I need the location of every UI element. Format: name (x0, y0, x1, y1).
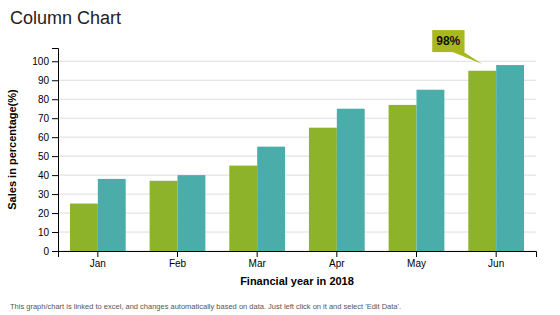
tick-label: Jun (488, 258, 504, 269)
bar (389, 105, 417, 251)
tick-label: 70 (38, 113, 50, 124)
y-axis: 0 10 20 30 40 50 60 70 80 90 100 (32, 49, 58, 257)
bar (496, 65, 524, 251)
tick-label: 100 (32, 56, 49, 67)
tick-mark (52, 118, 58, 119)
tick-mark (52, 232, 58, 233)
tick: 80 (38, 94, 58, 105)
tick: 20 (38, 208, 58, 219)
tick-label: 30 (38, 189, 50, 200)
tick-mark (52, 213, 58, 214)
tick-mark (52, 99, 58, 100)
grid-line (58, 156, 536, 157)
tick-label: 90 (38, 75, 50, 86)
bar (468, 71, 496, 251)
annotation-pointer (450, 51, 482, 64)
tick-mark (52, 194, 58, 195)
annotation: 98% (432, 30, 482, 64)
grid-line (58, 232, 536, 233)
tick: 100 (32, 56, 58, 67)
tick-label: 10 (38, 227, 50, 238)
axis-line (52, 49, 59, 252)
tick-mark (416, 251, 417, 257)
y-axis-title: Sales in percentage(%) (6, 89, 18, 210)
tick: 40 (38, 170, 58, 181)
tick-label: Jan (90, 258, 106, 269)
tick-mark (257, 251, 258, 257)
tick: 50 (38, 151, 58, 162)
tick-mark (97, 251, 98, 257)
bar (70, 204, 98, 251)
tick-mark (52, 80, 58, 81)
grid-line (58, 61, 536, 62)
bars (70, 65, 524, 251)
annotation-text: 98% (436, 34, 460, 48)
x-axis: Jan Feb Mar Apr May Jun (59, 251, 537, 269)
tick-mark (336, 251, 337, 257)
grid-line (58, 175, 536, 176)
tick-label: 60 (38, 132, 50, 143)
title: Column Chart (10, 8, 121, 28)
tick: 0 (43, 246, 58, 257)
tick-mark (496, 251, 497, 257)
tick-label: 40 (38, 170, 50, 181)
tick: 70 (38, 113, 58, 124)
bar (337, 109, 365, 251)
bar (178, 175, 206, 251)
grid-line (58, 213, 536, 214)
tick-mark (52, 175, 58, 176)
axis-line (59, 252, 537, 258)
grid (58, 61, 536, 251)
bar (309, 128, 337, 251)
bar (417, 90, 445, 251)
tick: 10 (38, 227, 58, 238)
tick: Jun (488, 251, 504, 269)
tick: Mar (249, 251, 267, 269)
tick-mark (52, 61, 58, 62)
tick-label: 80 (38, 94, 50, 105)
bar (229, 166, 257, 251)
tick-mark (52, 251, 58, 252)
annotation-box (432, 30, 464, 52)
series (98, 65, 524, 251)
grid-line (58, 137, 536, 138)
tick-label: 20 (38, 208, 50, 219)
grid-line (58, 80, 536, 81)
tick-label: 0 (43, 246, 49, 257)
bar (150, 181, 178, 251)
grid-line (58, 118, 536, 119)
tick-label: Mar (249, 258, 267, 269)
tick-mark (52, 137, 58, 138)
tick-label: May (407, 258, 426, 269)
x-axis-title: Financial year in 2018 (240, 275, 354, 287)
tick-label: 50 (38, 151, 50, 162)
tick: Apr (329, 251, 345, 269)
chart: Column Chart 0 10 20 30 40 50 60 70 80 90 100 Jan Feb… (0, 0, 560, 315)
tick: 30 (38, 189, 58, 200)
grid-line (58, 99, 536, 100)
tick: Jan (90, 251, 106, 269)
footnote: This graph/chart is linked to excel, and… (10, 302, 401, 311)
tick-mark (52, 156, 58, 157)
tick: 90 (38, 75, 58, 86)
tick-mark (177, 251, 178, 257)
tick-label: Feb (169, 258, 187, 269)
bar (98, 179, 126, 251)
grid-line (58, 194, 536, 195)
tick: 60 (38, 132, 58, 143)
series (70, 71, 496, 251)
tick: Feb (169, 251, 187, 269)
tick: May (407, 251, 426, 269)
bar (257, 147, 285, 251)
tick-label: Apr (329, 258, 345, 269)
plot: 0 10 20 30 40 50 60 70 80 90 100 Jan Feb Mar Apr May Jun (32, 49, 536, 270)
